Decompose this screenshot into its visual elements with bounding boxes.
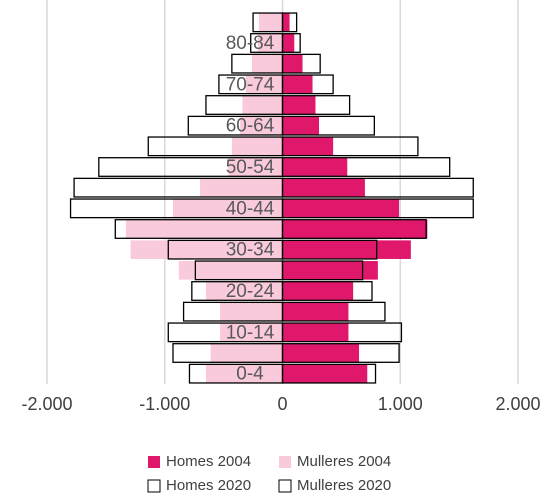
- bar: [210, 343, 283, 363]
- bar: [282, 33, 295, 53]
- bar: [282, 261, 378, 280]
- bar: [167, 322, 284, 343]
- y-tick-label: 50-54: [226, 157, 275, 178]
- bar: [187, 115, 284, 136]
- y-tick-label: 40-44: [226, 198, 275, 219]
- bar: [73, 177, 284, 198]
- legend-swatch: [147, 479, 161, 493]
- y-tick-label: 0-4: [236, 364, 264, 385]
- x-tick-label: -2.000: [21, 394, 72, 414]
- bar: [282, 157, 348, 177]
- bar: [245, 75, 283, 94]
- bar: [182, 301, 284, 322]
- bar: [282, 178, 365, 197]
- bar: [282, 364, 368, 383]
- bar: [282, 302, 349, 321]
- bar: [242, 95, 283, 115]
- bar: [257, 33, 283, 53]
- bar: [172, 343, 284, 363]
- y-tick-label: 70-74: [226, 74, 275, 95]
- y-tick-label: 60-64: [226, 116, 275, 137]
- bar: [231, 53, 284, 74]
- bar: [167, 239, 284, 260]
- bar: [69, 198, 284, 219]
- bar: [282, 240, 411, 259]
- bar: [250, 33, 284, 53]
- bar: [205, 95, 284, 115]
- bar: [191, 281, 284, 301]
- bar: [282, 323, 349, 342]
- bar: [188, 363, 284, 384]
- bar: [282, 219, 428, 239]
- legend-swatch: [148, 456, 160, 468]
- bar: [240, 116, 283, 135]
- y-tick-label: 80-84: [226, 33, 275, 54]
- bar: [282, 137, 334, 156]
- x-tick-label: -1.000: [139, 394, 190, 414]
- bar: [147, 136, 284, 157]
- bar: [220, 323, 283, 342]
- bar: [172, 199, 283, 218]
- bar: [218, 74, 284, 95]
- bar: [282, 75, 313, 94]
- bar: [205, 364, 283, 383]
- y-tick-label: 20-24: [226, 281, 275, 302]
- bar: [251, 54, 283, 73]
- bar: [200, 178, 283, 197]
- bar: [282, 13, 290, 32]
- x-tick-label: 1.000: [378, 394, 423, 414]
- bar: [114, 219, 284, 239]
- bar: [231, 137, 283, 156]
- legend-swatch: [279, 456, 291, 468]
- bar: [178, 261, 283, 280]
- bar: [205, 281, 283, 301]
- y-tick-label: 30-34: [226, 240, 275, 261]
- bar: [98, 157, 284, 177]
- legend-label: Homes 2020: [166, 477, 251, 494]
- bar: [228, 157, 283, 177]
- bar: [258, 13, 283, 32]
- legend-swatch: [278, 479, 292, 493]
- legend-label: Mulleres 2020: [297, 477, 391, 494]
- bar: [220, 302, 283, 321]
- bar: [282, 281, 354, 301]
- bar: [282, 95, 316, 115]
- y-tick-label: 10-14: [226, 322, 275, 343]
- bar: [125, 219, 283, 239]
- x-tick-label: 0: [277, 394, 287, 414]
- legend-label: Homes 2004: [166, 453, 251, 470]
- bar: [282, 54, 303, 73]
- bar: [282, 116, 320, 135]
- bar: [252, 12, 284, 33]
- x-tick-label: 2.000: [495, 394, 540, 414]
- legend-label: Mulleres 2004: [297, 453, 391, 470]
- bar: [282, 343, 360, 363]
- bar: [282, 199, 400, 218]
- bar: [194, 260, 284, 281]
